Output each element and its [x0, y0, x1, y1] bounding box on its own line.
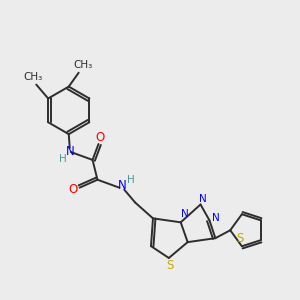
Text: H: H	[127, 175, 135, 185]
Text: N: N	[66, 146, 75, 158]
Text: O: O	[68, 183, 77, 196]
Text: N: N	[212, 213, 219, 224]
Text: N: N	[118, 179, 127, 192]
Text: S: S	[236, 232, 244, 245]
Text: O: O	[96, 130, 105, 144]
Text: N: N	[181, 209, 189, 219]
Text: H: H	[59, 154, 67, 164]
Text: N: N	[199, 194, 206, 203]
Text: CH₃: CH₃	[24, 72, 43, 82]
Text: S: S	[166, 260, 173, 272]
Text: CH₃: CH₃	[73, 60, 92, 70]
